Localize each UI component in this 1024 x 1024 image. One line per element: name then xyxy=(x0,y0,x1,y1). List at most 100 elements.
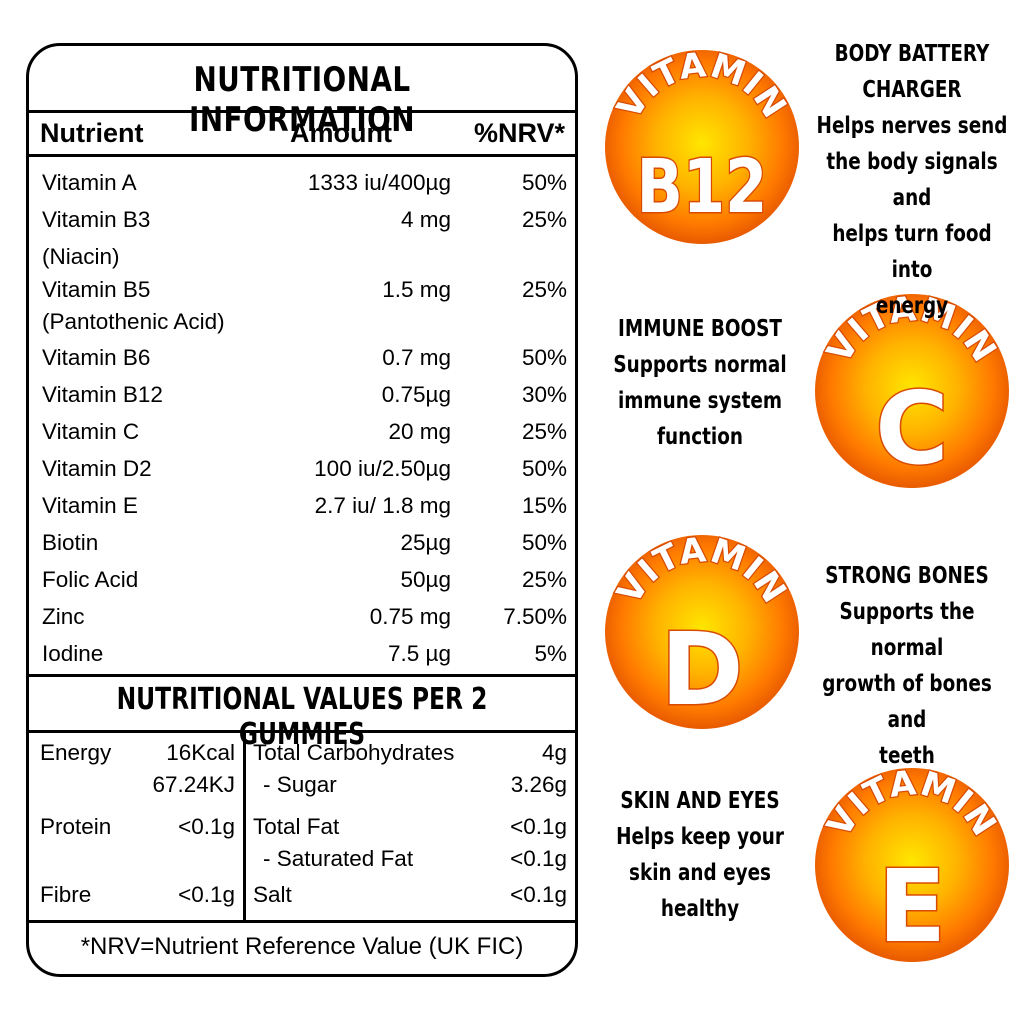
protein-value: <0.1g xyxy=(178,814,235,839)
c-body-line: function xyxy=(657,424,743,450)
nutrient-row: Vitamin D2 100 iu/2.50µg 50% xyxy=(29,456,575,490)
b12-description: BODY BATTERY CHARGER Helps nerves send t… xyxy=(814,36,1009,324)
nutrient-name: Vitamin C xyxy=(42,419,140,444)
nutrient-nrv: 50% xyxy=(521,530,567,555)
nutrient-row: Iodine 7.5 µg 5% xyxy=(29,641,575,675)
e-body-line: skin and eyes xyxy=(629,860,771,886)
nutrient-nrv: 25% xyxy=(521,419,567,444)
satfat-label: - Saturated Fat xyxy=(263,846,414,871)
nutrient-name: Folic Acid xyxy=(42,567,139,592)
badge-letter: C xyxy=(875,370,948,487)
b12-body-line: energy xyxy=(875,293,949,319)
divider xyxy=(29,674,575,677)
nutrient-row: Vitamin A 1333 iu/400µg 50% xyxy=(29,170,575,204)
carbs-value: 4g xyxy=(541,740,567,765)
nutrient-amount: 0.7 mg xyxy=(382,345,451,370)
nutrient-row: Vitamin B12 0.75µg 30% xyxy=(29,382,575,416)
nutrient-row: Vitamin B3 4 mg 25% xyxy=(29,207,575,241)
nutrient-row: Biotin 25µg 50% xyxy=(29,530,575,564)
c-heading: IMMUNE BOOST xyxy=(618,316,782,342)
nutrient-nrv: 50% xyxy=(521,170,567,195)
nutrient-nrv: 30% xyxy=(521,382,567,407)
nutrient-amount: 20 mg xyxy=(388,419,451,444)
d-body-line: teeth xyxy=(879,743,935,769)
nutrient-amount: 50µg xyxy=(400,567,451,592)
nutrient-amount: 0.75 mg xyxy=(369,604,451,629)
nutrient-nrv: 50% xyxy=(521,345,567,370)
nutrition-panel: NUTRITIONAL INFORMATION Nutrient Amount … xyxy=(26,43,578,977)
nutrient-name: Vitamin D2 xyxy=(42,456,152,481)
nutrient-nrv: 50% xyxy=(521,456,567,481)
e-heading: SKIN AND EYES xyxy=(620,788,780,814)
nutrient-amount: 1.5 mg xyxy=(382,277,451,302)
nutrient-nrv: 25% xyxy=(521,207,567,232)
d-heading: STRONG BONES xyxy=(825,563,989,589)
sugar-value: 3.26g xyxy=(510,772,567,797)
d-description: STRONG BONES Supports the normal growth … xyxy=(812,558,1002,774)
nutrient-nrv: 25% xyxy=(521,277,567,302)
values-title: NUTRITIONAL VALUES PER 2 GUMMIES xyxy=(116,682,488,752)
nutrient-amount: 7.5 µg xyxy=(387,641,451,666)
c-body-line: Supports normal xyxy=(613,352,787,378)
salt-value: <0.1g xyxy=(510,882,567,907)
vitamin-c-badge: VITAMIN C xyxy=(815,291,1009,489)
nutrient-row: Vitamin B5 1.5 mg 25% xyxy=(29,277,575,311)
badge-letter: D xyxy=(660,611,743,728)
panel-title: NUTRITIONAL INFORMATION xyxy=(188,60,416,140)
vitamin-b12-badge: VITAMIN B12 xyxy=(605,47,799,244)
nutrient-amount: 25µg xyxy=(400,530,451,555)
d-body-line: growth of bones and xyxy=(822,671,992,733)
header-amount: Amount xyxy=(290,118,392,148)
nutrient-amount: 4 mg xyxy=(400,207,451,232)
nutrient-name: Vitamin B3 xyxy=(42,207,151,232)
nutrient-nrv: 25% xyxy=(521,567,567,592)
nutrient-row: Zinc 0.75 mg 7.50% xyxy=(29,604,575,638)
c-body-line: immune system xyxy=(617,388,783,414)
fibre-value: <0.1g xyxy=(178,882,235,907)
b12-body-line: Helps nerves send xyxy=(816,113,1008,139)
nutrient-row: Vitamin B6 0.7 mg 50% xyxy=(29,345,575,379)
nutrient-name: Vitamin B6 xyxy=(42,345,151,370)
fat-value: <0.1g xyxy=(510,814,567,839)
sugar-label: - Sugar xyxy=(263,772,337,797)
nrv-footnote: *NRV=Nutrient Reference Value (UK FIC) xyxy=(80,933,524,960)
badge-letter: B12 xyxy=(637,143,768,229)
b12-heading-line: BODY BATTERY xyxy=(834,41,990,67)
vitamin-d-badge: VITAMIN D xyxy=(605,532,799,730)
divider xyxy=(29,730,575,733)
nutrient-amount: 1333 iu/400µg xyxy=(307,170,451,195)
nutrient-name: Vitamin E xyxy=(42,493,138,518)
nutrient-amount: 100 iu/2.50µg xyxy=(314,456,451,481)
e-body-line: healthy xyxy=(660,896,740,922)
nutrient-row: Vitamin E 2.7 iu/ 1.8 mg 15% xyxy=(29,493,575,527)
e-body-line: Helps keep your xyxy=(616,824,784,850)
c-description: IMMUNE BOOST Supports normal immune syst… xyxy=(606,311,795,455)
nutrient-row: Vitamin C 20 mg 25% xyxy=(29,419,575,453)
b12-body-line: helps turn food into xyxy=(832,221,992,283)
header-nutrient: Nutrient xyxy=(40,118,144,148)
fibre-label: Fibre xyxy=(40,882,92,907)
nutrient-nrv: 15% xyxy=(521,493,567,518)
d-body-line: Supports the normal xyxy=(839,599,975,661)
nutrient-row: Folic Acid 50µg 25% xyxy=(29,567,575,601)
nutrient-amount: 2.7 iu/ 1.8 mg xyxy=(314,493,451,518)
divider xyxy=(29,110,575,113)
satfat-value: <0.1g xyxy=(510,846,567,871)
nutrient-name: Vitamin B12 xyxy=(42,382,163,407)
salt-label: Salt xyxy=(253,882,292,907)
nutrient-name: Iodine xyxy=(42,641,104,666)
energy-kcal: 16Kcal xyxy=(166,740,235,765)
header-nrv: %NRV* xyxy=(473,118,565,148)
e-description: SKIN AND EYES Helps keep your skin and e… xyxy=(606,783,795,927)
nutrient-name: Biotin xyxy=(42,530,99,555)
badge-letter: E xyxy=(878,848,946,965)
nutrient-name: Vitamin B5 xyxy=(42,277,151,302)
nutrient-subname: (Niacin) xyxy=(42,244,120,269)
divider xyxy=(29,920,575,923)
column-divider xyxy=(243,730,246,920)
energy-label: Energy xyxy=(40,740,112,765)
nutrient-name: Vitamin A xyxy=(42,170,137,195)
divider xyxy=(29,154,575,157)
fat-label: Total Fat xyxy=(253,814,340,839)
nutrient-subname: (Pantothenic Acid) xyxy=(42,309,225,334)
